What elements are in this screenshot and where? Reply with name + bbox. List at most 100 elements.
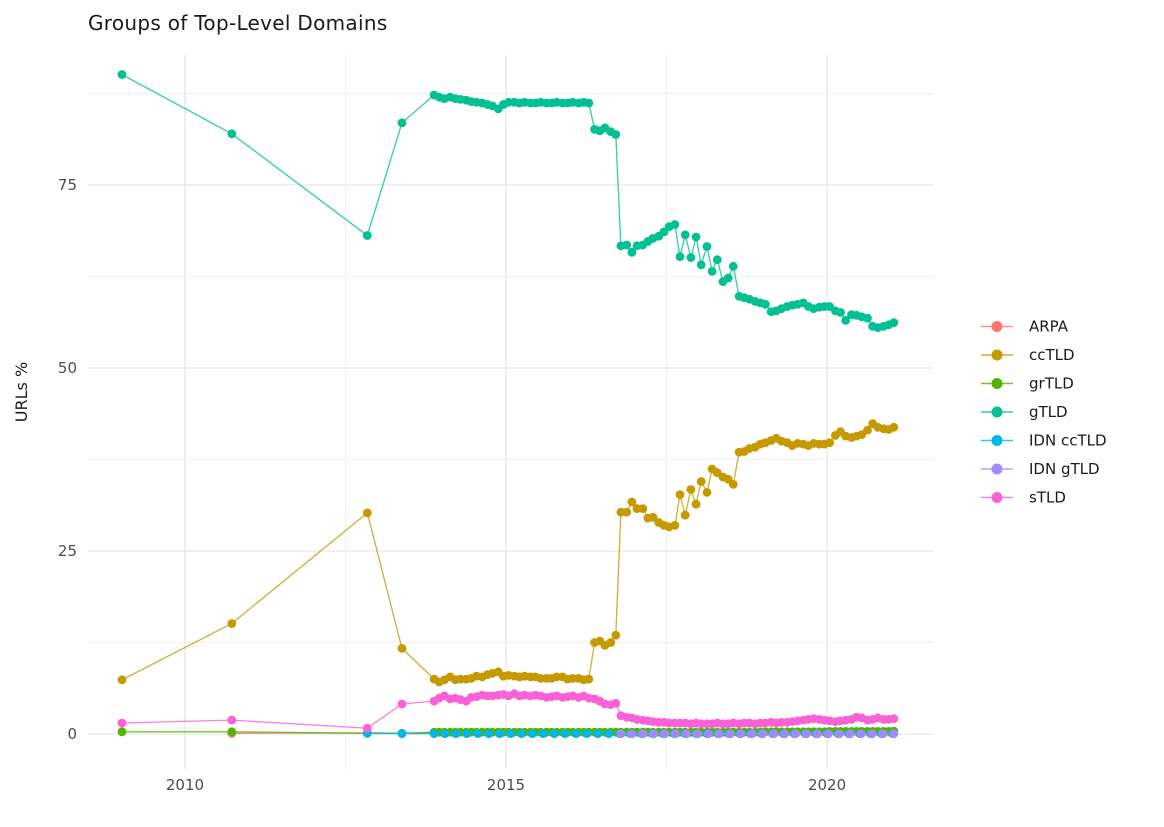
data-point	[451, 729, 461, 738]
y-axis-title: URLs %	[12, 362, 31, 422]
legend-item-label: sTLD	[1029, 489, 1066, 507]
data-point	[538, 729, 548, 738]
data-point	[584, 98, 594, 108]
data-point	[682, 729, 691, 739]
data-point	[495, 729, 504, 738]
legend-key-point-icon	[991, 492, 1003, 503]
data-point	[397, 118, 407, 128]
data-point	[686, 485, 696, 494]
data-point	[484, 729, 494, 738]
data-point	[362, 723, 372, 733]
data-point	[714, 729, 724, 739]
data-point	[863, 425, 872, 435]
legend-item-label: gTLD	[1029, 403, 1068, 421]
y-tick-label: 0	[67, 725, 77, 743]
data-point	[791, 729, 800, 739]
data-point	[693, 729, 702, 739]
data-point	[671, 729, 680, 739]
data-point	[889, 714, 899, 723]
data-point	[696, 260, 706, 270]
legend-item-label: grTLD	[1029, 375, 1074, 393]
x-tick-label: 2020	[808, 776, 846, 794]
data-point	[836, 308, 845, 317]
data-point	[702, 488, 712, 497]
data-point	[878, 729, 888, 739]
data-point	[227, 727, 237, 737]
data-point	[549, 729, 559, 738]
legend-item-label: ARPA	[1029, 318, 1069, 336]
data-point	[611, 698, 621, 708]
legend-item-IDN-ccTLD: IDN ccTLD	[981, 432, 1107, 450]
data-point	[627, 497, 637, 507]
data-point	[627, 729, 637, 739]
data-point	[725, 729, 735, 739]
legend-key-point-icon	[991, 321, 1003, 332]
data-point	[707, 267, 717, 276]
legend: ARPA ccTLD grTLD gTLD IDN ccTLD IDN gTLD sTLD	[981, 318, 1107, 507]
data-point	[362, 231, 372, 240]
data-point	[604, 729, 614, 738]
data-point	[582, 729, 592, 738]
data-point	[616, 729, 626, 739]
data-point	[397, 699, 407, 709]
data-point	[723, 273, 733, 283]
legend-item-IDN-gTLD: IDN gTLD	[981, 460, 1100, 478]
legend-item-label: IDN gTLD	[1029, 460, 1100, 478]
data-point	[712, 255, 722, 265]
series-IDN-gTLD	[616, 729, 899, 739]
data-point	[867, 729, 877, 739]
data-point	[593, 729, 603, 738]
data-point	[227, 715, 237, 725]
data-point	[462, 729, 472, 738]
data-point	[362, 508, 372, 518]
data-point	[606, 638, 616, 647]
data-point	[691, 232, 701, 242]
chart-series	[117, 70, 899, 739]
x-tick-label: 2015	[487, 776, 525, 794]
data-point	[728, 480, 738, 489]
data-point	[397, 729, 407, 738]
series-sTLD	[117, 689, 899, 733]
data-point	[863, 313, 872, 323]
x-tick-label: 2010	[166, 776, 204, 794]
data-point	[703, 729, 713, 739]
legend-item-grTLD: grTLD	[981, 375, 1074, 393]
data-point	[117, 675, 127, 685]
data-point	[702, 242, 712, 251]
data-point	[622, 507, 632, 517]
data-point	[638, 504, 648, 513]
data-point	[889, 729, 899, 739]
series-ccTLD	[117, 419, 899, 687]
data-point	[117, 727, 127, 737]
data-point	[780, 729, 790, 739]
data-point	[517, 729, 526, 738]
data-point	[649, 729, 659, 739]
data-point	[660, 729, 669, 739]
data-point	[648, 512, 658, 522]
data-point	[889, 318, 899, 327]
data-point	[527, 729, 537, 738]
data-point	[856, 729, 866, 739]
data-point	[747, 729, 757, 739]
data-point	[397, 644, 407, 653]
legend-item-label: ccTLD	[1029, 346, 1075, 364]
data-point	[611, 130, 621, 139]
data-point	[802, 729, 811, 739]
data-point	[117, 70, 127, 79]
data-point	[680, 510, 690, 520]
data-point	[761, 299, 770, 309]
data-point	[736, 729, 746, 739]
legend-item-label: IDN ccTLD	[1029, 432, 1107, 450]
legend-key-point-icon	[991, 378, 1003, 389]
legend-key-point-icon	[991, 406, 1003, 418]
legend-item-ARPA: ARPA	[981, 318, 1069, 336]
data-point	[506, 729, 515, 738]
data-point	[571, 729, 581, 738]
legend-item-sTLD: sTLD	[981, 489, 1066, 507]
series-gTLD	[117, 70, 899, 333]
legend-key-point-icon	[991, 349, 1003, 361]
y-tick-label: 25	[58, 542, 77, 560]
data-point	[611, 630, 621, 640]
legend-item-ccTLD: ccTLD	[981, 346, 1075, 364]
